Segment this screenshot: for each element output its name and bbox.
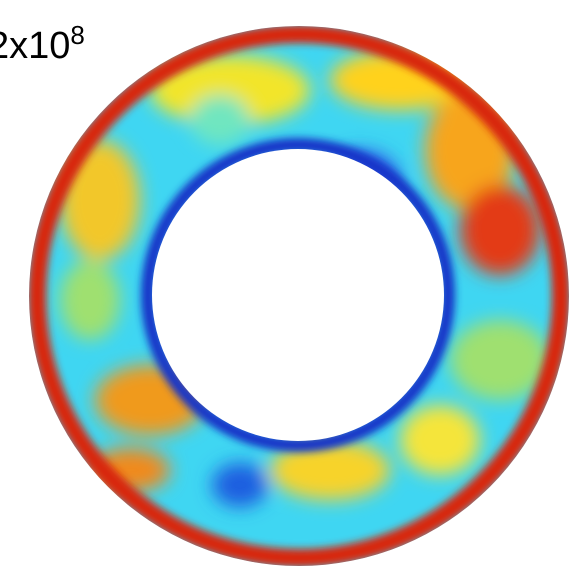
blob: [190, 95, 250, 145]
blob: [212, 463, 268, 507]
inner-hole: [152, 149, 444, 441]
page: {"label": {"base": "2x10", "exponent": "…: [0, 0, 583, 569]
rayleigh-label: 2x108: [0, 20, 85, 67]
blob: [400, 405, 480, 475]
blob: [460, 185, 540, 275]
label-exponent: 8: [70, 20, 84, 50]
figure: 2x108: [0, 0, 583, 569]
blob: [60, 260, 120, 340]
label-base: 2x10: [0, 25, 70, 67]
annulus-field: [29, 26, 569, 566]
